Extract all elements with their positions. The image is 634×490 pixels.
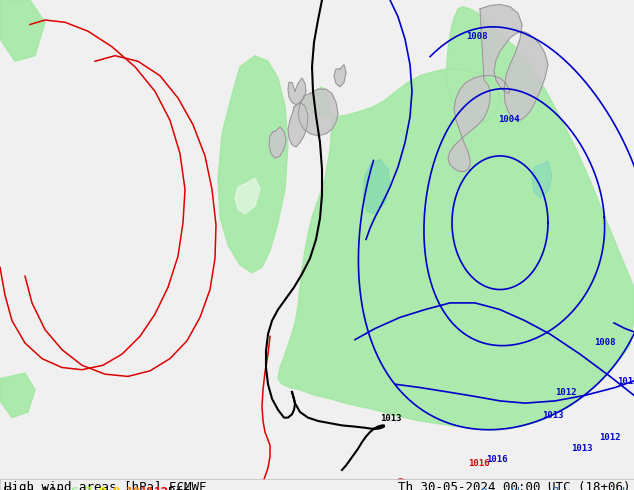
Text: 1008: 1008 — [594, 338, 616, 347]
Polygon shape — [363, 159, 390, 214]
Polygon shape — [288, 78, 306, 105]
Text: 11: 11 — [140, 486, 155, 490]
Polygon shape — [288, 102, 308, 147]
Polygon shape — [298, 89, 338, 136]
Text: 6: 6 — [70, 486, 77, 490]
Text: 1008: 1008 — [466, 32, 488, 41]
Text: 10: 10 — [126, 486, 141, 490]
Text: 9: 9 — [112, 486, 119, 490]
Text: 8: 8 — [98, 486, 105, 490]
Polygon shape — [448, 4, 548, 171]
Polygon shape — [0, 373, 35, 417]
Text: 1016: 1016 — [468, 459, 489, 467]
Text: 1013: 1013 — [380, 414, 401, 423]
Polygon shape — [269, 127, 286, 158]
Text: Bft: Bft — [168, 486, 190, 490]
Text: Th 30-05-2024 00:00 UTC (18+06): Th 30-05-2024 00:00 UTC (18+06) — [398, 481, 630, 490]
Text: 1012: 1012 — [555, 389, 577, 397]
Polygon shape — [218, 56, 288, 273]
Text: 12: 12 — [154, 486, 169, 490]
Text: High wind areas [hPa] ECMWF: High wind areas [hPa] ECMWF — [4, 481, 207, 490]
Text: 7: 7 — [84, 486, 91, 490]
Text: 1016: 1016 — [486, 455, 508, 464]
Text: 1012: 1012 — [599, 433, 621, 442]
Text: 1013: 1013 — [542, 411, 564, 419]
Text: 1012: 1012 — [618, 377, 634, 386]
Polygon shape — [0, 0, 45, 61]
Bar — [0, 479, 634, 490]
Polygon shape — [278, 7, 634, 430]
Polygon shape — [235, 178, 260, 214]
Text: 1004: 1004 — [498, 116, 520, 124]
Text: 1013: 1013 — [571, 444, 593, 453]
Text: Wind 10m: Wind 10m — [4, 486, 64, 490]
Text: @weatheronline.co.uk: @weatheronline.co.uk — [480, 486, 630, 490]
Polygon shape — [532, 162, 552, 198]
Polygon shape — [334, 65, 346, 87]
